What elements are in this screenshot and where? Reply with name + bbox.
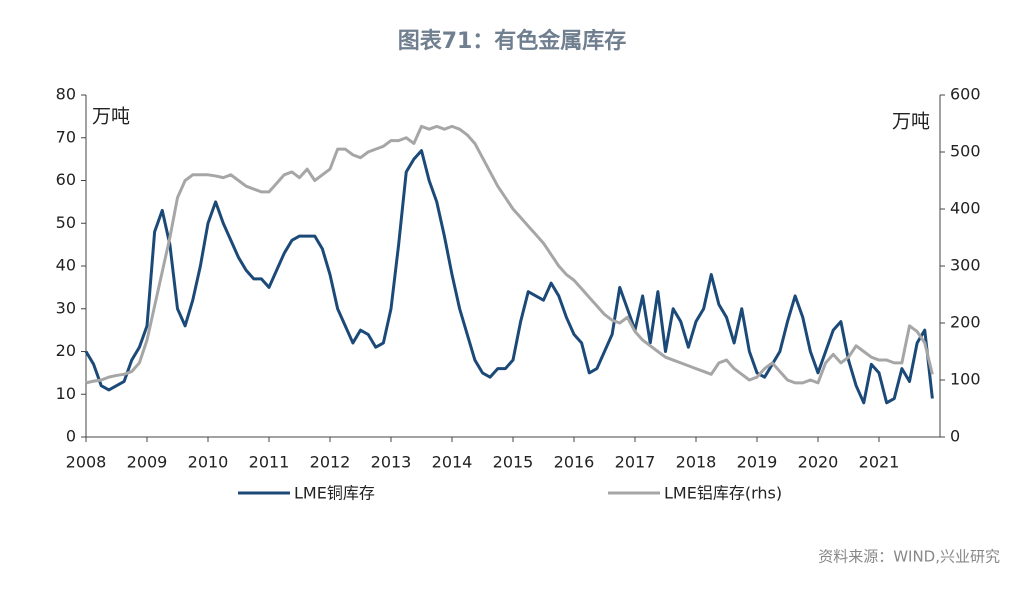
y2-tick-label: 400 (950, 199, 981, 218)
x-tick-label: 2020 (798, 453, 839, 472)
chart-title: 图表71：有色金属库存 (398, 28, 627, 54)
x-tick-label: 2009 (127, 453, 168, 472)
y-tick-label: 40 (56, 256, 76, 275)
x-tick-label: 2018 (676, 453, 717, 472)
x-tick-label: 2016 (554, 453, 595, 472)
y2-tick-label: 0 (950, 427, 960, 446)
x-tick-label: 2014 (432, 453, 473, 472)
x-tick-label: 2015 (493, 453, 534, 472)
y2-tick-label: 200 (950, 313, 981, 332)
x-tick-label: 2010 (188, 453, 229, 472)
y2-unit: 万吨 (892, 111, 930, 133)
series-line (85, 124, 934, 385)
series-line (84, 149, 934, 405)
x-tick-label: 2017 (615, 453, 656, 472)
x-tick-label: 2011 (249, 453, 290, 472)
x-tick-label: 2008 (66, 453, 107, 472)
y-tick-label: 10 (56, 384, 76, 403)
y-tick-label: 60 (56, 170, 76, 189)
y-tick-label: 50 (56, 213, 76, 232)
legend-label: LME铜库存 (294, 484, 375, 503)
y2-tick-label: 500 (950, 142, 981, 161)
y-tick-label: 20 (56, 341, 76, 360)
y-unit: 万吨 (92, 106, 130, 128)
y-tick-label: 70 (56, 127, 76, 146)
legend-label: LME铝库存(rhs) (664, 484, 782, 503)
x-tick-label: 2019 (737, 453, 778, 472)
y2-tick-label: 600 (950, 85, 981, 104)
y-tick-label: 30 (56, 298, 76, 317)
y2-tick-label: 300 (950, 256, 981, 275)
x-tick-label: 2021 (859, 453, 900, 472)
y-tick-label: 0 (66, 427, 76, 446)
y2-tick-label: 100 (950, 370, 981, 389)
x-tick-label: 2013 (371, 453, 412, 472)
source: 资料来源：WIND,兴业研究 (818, 548, 1000, 566)
y-tick-label: 80 (56, 85, 76, 104)
x-tick-label: 2012 (310, 453, 351, 472)
